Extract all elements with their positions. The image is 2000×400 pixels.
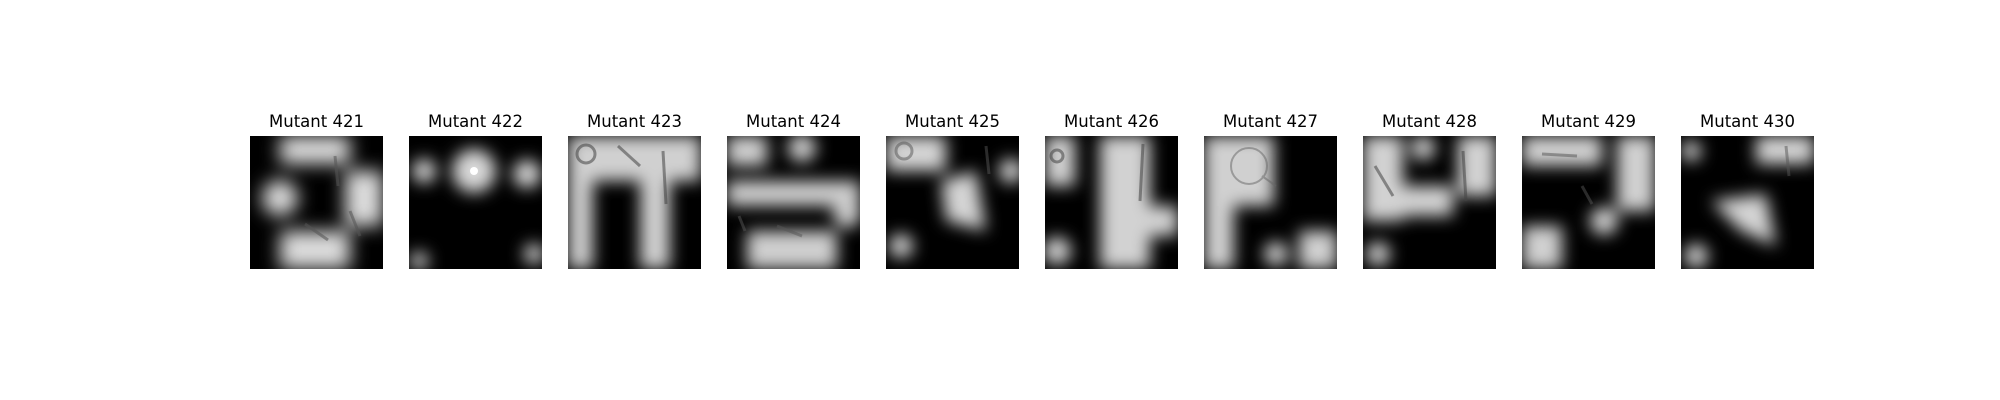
mutant-panel-425: Mutant 425 [886, 112, 1019, 270]
mutant-image-427 [1204, 136, 1337, 269]
panel-title: Mutant 427 [1223, 112, 1318, 131]
mutant-image-424 [727, 136, 860, 269]
mutant-image-429 [1522, 136, 1655, 269]
mutant-image-430 [1681, 136, 1814, 269]
mutant-panel-424: Mutant 424 [727, 112, 860, 270]
mutant-image-425 [886, 136, 1019, 269]
mutant-panel-423: Mutant 423 [568, 112, 701, 270]
panel-title: Mutant 424 [746, 112, 841, 131]
mutant-image-422 [409, 136, 542, 269]
panel-title: Mutant 430 [1700, 112, 1795, 131]
panel-title: Mutant 428 [1382, 112, 1477, 131]
mutant-image-428 [1363, 136, 1496, 269]
mutant-panel-429: Mutant 429 [1522, 112, 1655, 270]
mutant-panel-426: Mutant 426 [1045, 112, 1178, 270]
panel-title: Mutant 421 [269, 112, 364, 131]
mutant-panel-430: Mutant 430 [1681, 112, 1814, 270]
mutant-image-421 [250, 136, 383, 269]
mutant-panel-422: Mutant 422 [409, 112, 542, 270]
mutant-image-423 [568, 136, 701, 269]
mutant-panel-427: Mutant 427 [1204, 112, 1337, 270]
panel-title: Mutant 426 [1064, 112, 1159, 131]
mutant-panel-428: Mutant 428 [1363, 112, 1496, 270]
panel-title: Mutant 423 [587, 112, 682, 131]
panel-title: Mutant 425 [905, 112, 1000, 131]
panel-title: Mutant 429 [1541, 112, 1636, 131]
mutant-panel-421: Mutant 421 [250, 112, 383, 270]
panel-title: Mutant 422 [428, 112, 523, 131]
mutant-image-426 [1045, 136, 1178, 269]
